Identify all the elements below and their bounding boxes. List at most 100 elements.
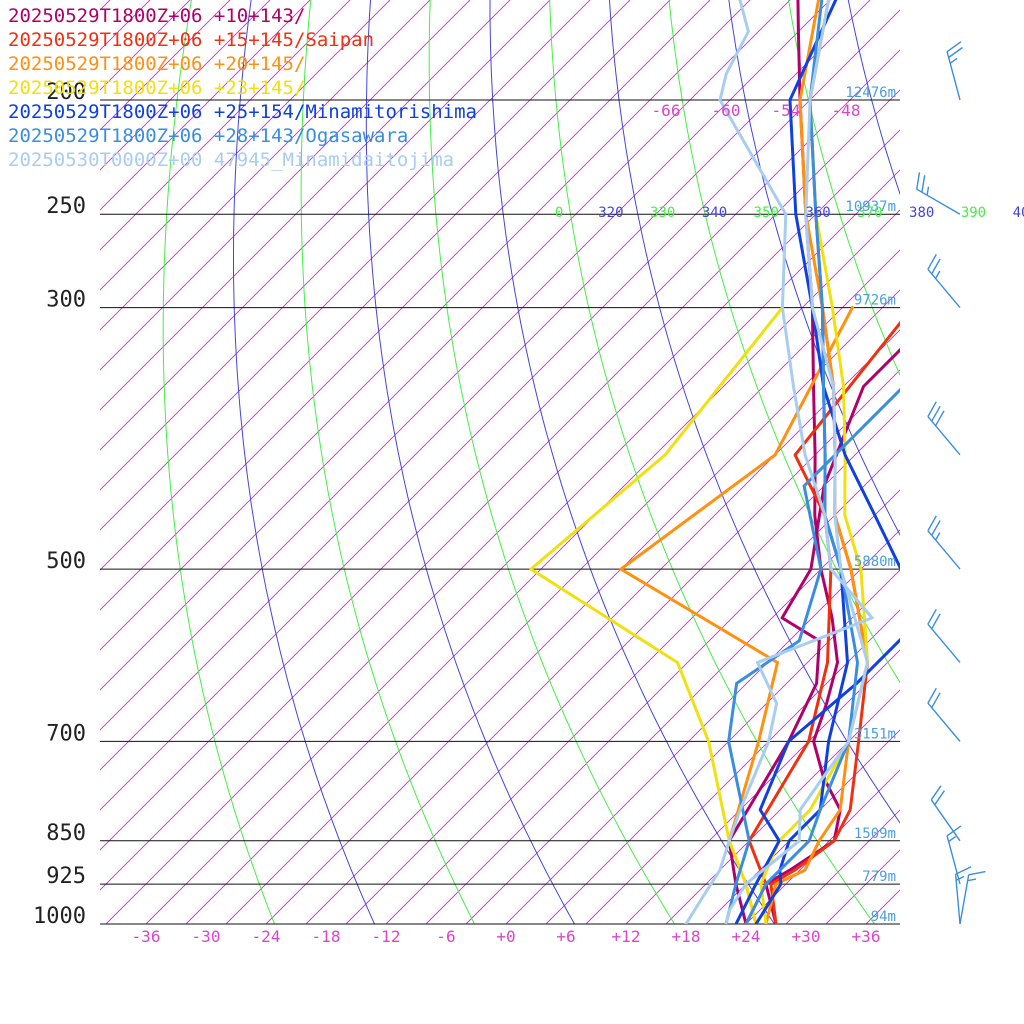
isotherm-line bbox=[946, 0, 1024, 924]
x-tick-label: -6 bbox=[436, 927, 455, 946]
upper-temp-label: -54 bbox=[772, 101, 801, 120]
isotherm-line bbox=[345, 369, 900, 924]
sounding-series bbox=[529, 0, 900, 924]
isotherm-line bbox=[906, 0, 1024, 924]
isotherm-line bbox=[745, 769, 900, 924]
isotherm-line bbox=[625, 649, 900, 924]
wind-barb bbox=[954, 866, 972, 925]
theta-label: 390 bbox=[961, 205, 986, 221]
dewpoint-line bbox=[734, 306, 900, 924]
pressure-label: 500 bbox=[46, 549, 86, 574]
height-label: 9726m bbox=[854, 293, 896, 309]
isotherm-line bbox=[185, 209, 900, 924]
x-tick-label: +0 bbox=[496, 927, 515, 946]
isotherm-line bbox=[100, 0, 271, 171]
upper-temp-label: -66 bbox=[652, 101, 681, 120]
dry-adiabat-line bbox=[870, 0, 1024, 924]
pressure-label: 850 bbox=[46, 821, 86, 846]
isotherm-line bbox=[100, 0, 591, 491]
isotherm-lines bbox=[100, 0, 1024, 924]
isotherm-line bbox=[100, 0, 671, 571]
x-tick-label: -12 bbox=[372, 927, 401, 946]
height-label: 779m bbox=[862, 869, 896, 885]
isotherm-line bbox=[100, 0, 431, 331]
isotherm-line bbox=[100, 0, 471, 371]
isotherm-line bbox=[465, 489, 900, 924]
upper-temp-label: -48 bbox=[832, 101, 861, 120]
pressure-label: 925 bbox=[46, 864, 86, 889]
upper-temp-label: -60 bbox=[712, 101, 741, 120]
height-label: 94m bbox=[871, 909, 896, 925]
isotherm-line bbox=[145, 169, 900, 924]
wind-barb bbox=[927, 515, 961, 570]
isotherm-line bbox=[265, 289, 900, 924]
pressure-label: 300 bbox=[46, 288, 86, 313]
x-tick-label: +24 bbox=[732, 927, 761, 946]
temperature-line bbox=[759, 0, 869, 924]
wind-barb bbox=[927, 254, 961, 309]
theta-label: 340 bbox=[702, 205, 727, 221]
x-tick-label: -24 bbox=[252, 927, 281, 946]
x-tick-label: +12 bbox=[612, 927, 641, 946]
isotherm-line bbox=[425, 449, 900, 924]
dry-adiabat-line bbox=[608, 0, 900, 824]
pressure-label: 700 bbox=[46, 721, 86, 746]
height-label: 10937m bbox=[845, 199, 896, 215]
isotherm-line bbox=[865, 889, 900, 924]
theta-label: 380 bbox=[909, 205, 934, 221]
height-label: 1509m bbox=[854, 826, 896, 842]
isotherm-line bbox=[100, 0, 791, 691]
dry-adiabat-line bbox=[922, 0, 1024, 924]
isotherm-line bbox=[100, 0, 551, 451]
pressure-label: 200 bbox=[46, 80, 86, 105]
isotherm-line bbox=[986, 0, 1024, 924]
pressure-label: 250 bbox=[46, 194, 86, 219]
x-tick-label: +36 bbox=[852, 927, 881, 946]
dewpoint-line bbox=[619, 306, 854, 924]
x-tick-label: +18 bbox=[672, 927, 701, 946]
legend-entry: 20250529T1800Z+06 +20+145/ bbox=[8, 53, 306, 75]
wind-barb bbox=[927, 608, 961, 663]
temperature-line bbox=[764, 0, 842, 924]
legend: 20250529T1800Z+06 +10+143/ 20250529T1800… bbox=[8, 4, 477, 172]
isotherm-line bbox=[100, 0, 231, 131]
dewpoint-line bbox=[744, 320, 900, 924]
isotherm-line bbox=[100, 0, 831, 731]
dewpoint-line bbox=[529, 306, 784, 924]
theta-label: 350 bbox=[754, 205, 779, 221]
theta-label: 360 bbox=[805, 205, 830, 221]
x-tick-label: +6 bbox=[556, 927, 575, 946]
wind-barb bbox=[916, 172, 961, 215]
isotherm-line bbox=[100, 0, 711, 611]
isotherm-line bbox=[100, 0, 311, 211]
theta-label: 330 bbox=[650, 205, 675, 221]
dewpoint-line bbox=[684, 0, 874, 924]
theta-label: 370 bbox=[857, 205, 882, 221]
pressure-label: 1000 bbox=[33, 904, 86, 929]
x-tick-label: -36 bbox=[132, 927, 161, 946]
theta-label: 400 bbox=[1013, 205, 1024, 221]
height-label: 3151m bbox=[854, 726, 896, 742]
dry-adiabat-line bbox=[974, 0, 1024, 924]
x-tick-label: -18 bbox=[312, 927, 341, 946]
wind-barb bbox=[946, 825, 962, 885]
isotherm-line bbox=[100, 0, 391, 291]
isotherm-line bbox=[585, 609, 900, 924]
isotherm-line bbox=[225, 249, 900, 924]
isotherm-line bbox=[100, 0, 631, 531]
wind-barb bbox=[927, 401, 961, 456]
x-tick-label: +30 bbox=[792, 927, 821, 946]
x-tick-label: -30 bbox=[192, 927, 221, 946]
isotherm-line bbox=[100, 0, 511, 411]
height-label: 12476m bbox=[845, 85, 896, 101]
isotherm-line bbox=[305, 329, 900, 924]
temperature-line bbox=[724, 0, 869, 924]
legend-entry: 20250529T1800Z+06 +28+143/Ogasawara bbox=[8, 125, 409, 147]
isotherm-line bbox=[825, 849, 900, 924]
wind-barb bbox=[930, 785, 961, 842]
temperature-line bbox=[754, 0, 849, 924]
isotherm-line bbox=[385, 409, 900, 924]
axis-labels: 10016628m15014261m20012476m25010937m3009… bbox=[33, 80, 1024, 946]
isotherm-line bbox=[100, 89, 900, 891]
